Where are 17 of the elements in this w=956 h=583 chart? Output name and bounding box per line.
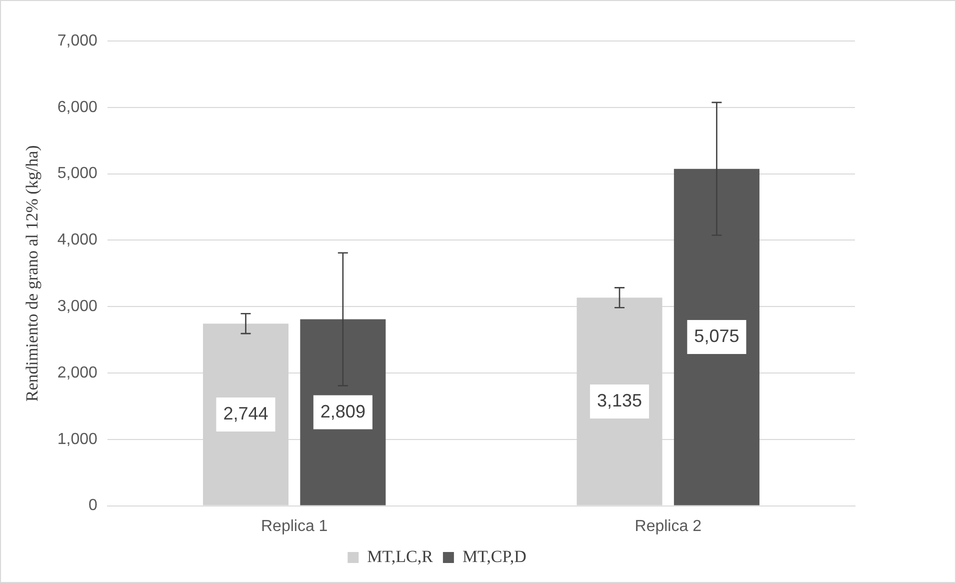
y-tick-label: 4,000 <box>57 232 98 249</box>
data-label: 2,809 <box>320 401 366 422</box>
y-tick-label: 2,000 <box>57 364 98 382</box>
legend-label: MT,CP,D <box>462 546 526 566</box>
y-axis-title: Rendimiento de grano al 12% (kg/ha) <box>22 145 42 402</box>
y-tick-label: 3,000 <box>57 298 98 316</box>
x-tick-label: Replica 1 <box>260 518 328 535</box>
legend-label: MT,LC,R <box>367 546 434 566</box>
y-tick-label: 6,000 <box>57 98 98 116</box>
y-tick-label: 1,000 <box>57 430 98 448</box>
data-label: 5,075 <box>694 326 740 346</box>
data-label: 3,135 <box>596 390 642 410</box>
y-tick-label: 0 <box>88 497 98 514</box>
y-tick-label: 5,000 <box>57 165 98 182</box>
x-tick-label: Replica 2 <box>634 518 702 535</box>
data-label: 2,744 <box>223 403 268 424</box>
y-tick-label: 7,000 <box>57 32 98 50</box>
